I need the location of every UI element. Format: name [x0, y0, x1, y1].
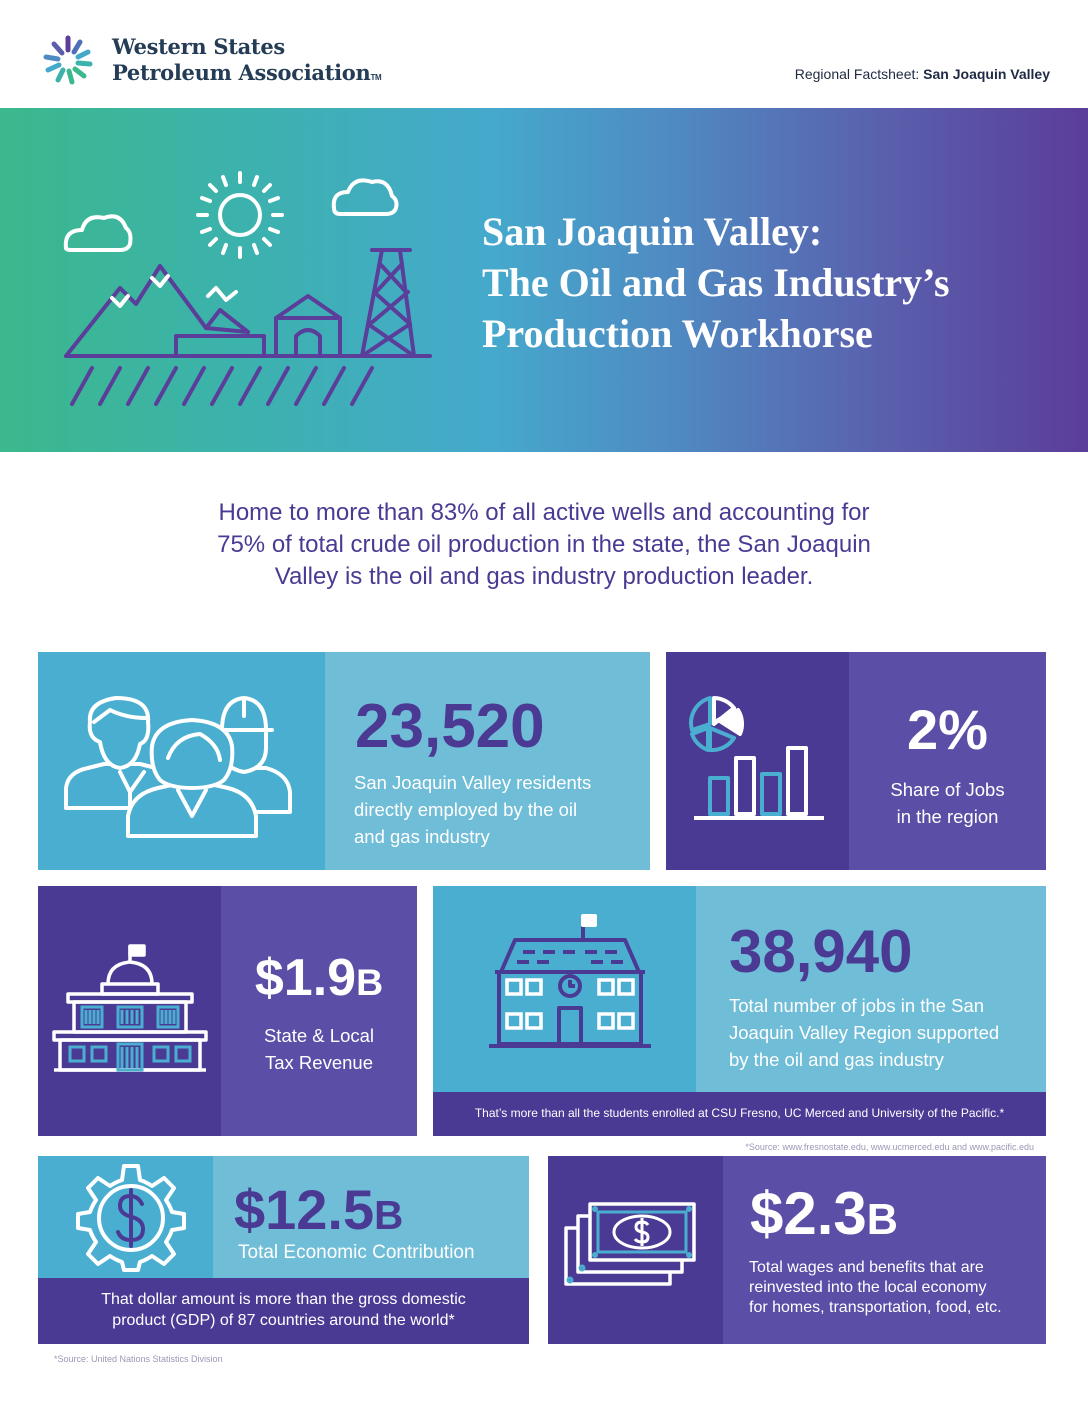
- economic-value-suffix: B: [374, 1192, 404, 1238]
- economic-note: That dollar amount is more than the gros…: [38, 1289, 529, 1331]
- tax-desc-line2: Tax Revenue: [265, 1052, 373, 1073]
- tax-icon-area: [38, 886, 221, 1136]
- jobs-icon-area: [433, 886, 696, 1092]
- tax-value-suffix: B: [356, 961, 384, 1003]
- intro-paragraph: Home to more than 83% of all active well…: [150, 497, 938, 593]
- economic-note-line2: product (GDP) of 87 countries around the…: [112, 1312, 455, 1329]
- school-building-icon: [489, 914, 651, 1048]
- jobs-desc-line1: Total number of jobs in the San: [729, 995, 985, 1016]
- pie-bar-chart-icon: [689, 696, 824, 820]
- stat-panel-tax: $1.9B State & Local Tax Revenue: [38, 886, 417, 1136]
- factsheet-label: Regional Factsheet: San Joaquin Valley: [795, 66, 1050, 82]
- wages-desc-line3: for homes, transportation, food, etc.: [749, 1299, 1002, 1316]
- economic-note-bar: [38, 1278, 529, 1344]
- economic-note-line1: That dollar amount is more than the gros…: [101, 1291, 466, 1308]
- economic-value-number: $12.5: [234, 1178, 375, 1241]
- hero-banner: [0, 108, 1088, 452]
- hero-title-line3: Production Workhorse: [482, 311, 873, 356]
- employed-description: San Joaquin Valley residents directly em…: [354, 769, 591, 850]
- trademark-mark: TM: [370, 73, 382, 82]
- share-desc-line2: in the region: [896, 806, 999, 827]
- intro-line3: Valley is the oil and gas industry produ…: [274, 563, 814, 590]
- stat-panel-jobs: 38,940 Total number of jobs in the San J…: [433, 886, 1046, 1136]
- wages-value-suffix: B: [866, 1196, 898, 1244]
- wages-desc-line1: Total wages and benefits that are: [749, 1259, 984, 1276]
- economic-value: $12.5B: [234, 1182, 403, 1238]
- share-desc-line1: Share of Jobs: [890, 779, 1005, 800]
- jobs-note: That’s more than all the students enroll…: [474, 1106, 1005, 1120]
- factsheet-label-text: Regional Factsheet:: [794, 66, 920, 82]
- hero-title: San Joaquin Valley: The Oil and Gas Indu…: [482, 206, 950, 359]
- landscape-illustration-icon: [63, 171, 432, 406]
- tax-desc-line1: State & Local: [263, 1025, 375, 1046]
- dollar-gear-icon: [76, 1164, 186, 1272]
- org-name-line2: Petroleum Association: [112, 60, 371, 85]
- share-icon-area: [666, 652, 849, 870]
- economic-label: Total Economic Contribution: [238, 1242, 475, 1263]
- wspa-logo-icon: [43, 35, 93, 85]
- money-stack-icon: [564, 1202, 696, 1286]
- stat-panel-economic: $12.5B Total Economic Contribution That …: [38, 1156, 529, 1344]
- jobs-description: Total number of jobs in the San Joaquin …: [729, 992, 999, 1073]
- wages-value: $2.3B: [750, 1184, 898, 1244]
- jobs-desc-line3: by the oil and gas industry: [729, 1049, 944, 1070]
- tax-value: $1.9B: [221, 952, 417, 1004]
- wages-description: Total wages and benefits that are reinve…: [749, 1258, 1002, 1318]
- stat-panel-wages: $2.3B Total wages and benefits that are …: [548, 1156, 1046, 1344]
- wages-value-number: $2.3: [750, 1180, 867, 1247]
- intro-line2: 75% of total crude oil production in the…: [217, 531, 871, 558]
- jobs-source: *Source: www.fresnostate.edu, www.ucmerc…: [745, 1142, 1034, 1152]
- employed-desc-line2: directly employed by the oil: [354, 799, 578, 820]
- tax-value-number: $1.9: [254, 949, 357, 1007]
- economic-source: *Source: United Nations Statistics Divis…: [54, 1354, 223, 1364]
- employed-desc-line3: and gas industry: [354, 826, 490, 847]
- capitol-building-icon: [52, 944, 208, 1072]
- stat-panel-share: 2% Share of Jobs in the region: [666, 652, 1046, 870]
- jobs-note-bar: [433, 1092, 1046, 1136]
- factsheet-region: San Joaquin Valley: [923, 66, 1050, 82]
- tax-description: State & Local Tax Revenue: [221, 1022, 417, 1076]
- share-value: 2%: [907, 698, 988, 761]
- stat-panel-employed: 23,520 San Joaquin Valley residents dire…: [38, 652, 650, 870]
- wages-desc-line2: reinvested into the local economy: [749, 1279, 987, 1296]
- hero-title-line1: San Joaquin Valley:: [482, 209, 823, 254]
- share-description: Share of Jobs in the region: [849, 776, 1046, 830]
- employed-desc-line1: San Joaquin Valley residents: [354, 772, 592, 793]
- org-name-line1: Western States: [112, 34, 285, 59]
- workers-group-icon: [64, 696, 292, 838]
- employed-value: 23,520: [355, 692, 545, 761]
- jobs-desc-line2: Joaquin Valley Region supported: [729, 1022, 1000, 1043]
- org-logo-wordmark: Western States Petroleum AssociationTM: [112, 34, 382, 91]
- hero-title-line2: The Oil and Gas Industry’s: [482, 260, 950, 305]
- intro-line1: Home to more than 83% of all active well…: [218, 499, 870, 526]
- jobs-value: 38,940: [729, 918, 913, 985]
